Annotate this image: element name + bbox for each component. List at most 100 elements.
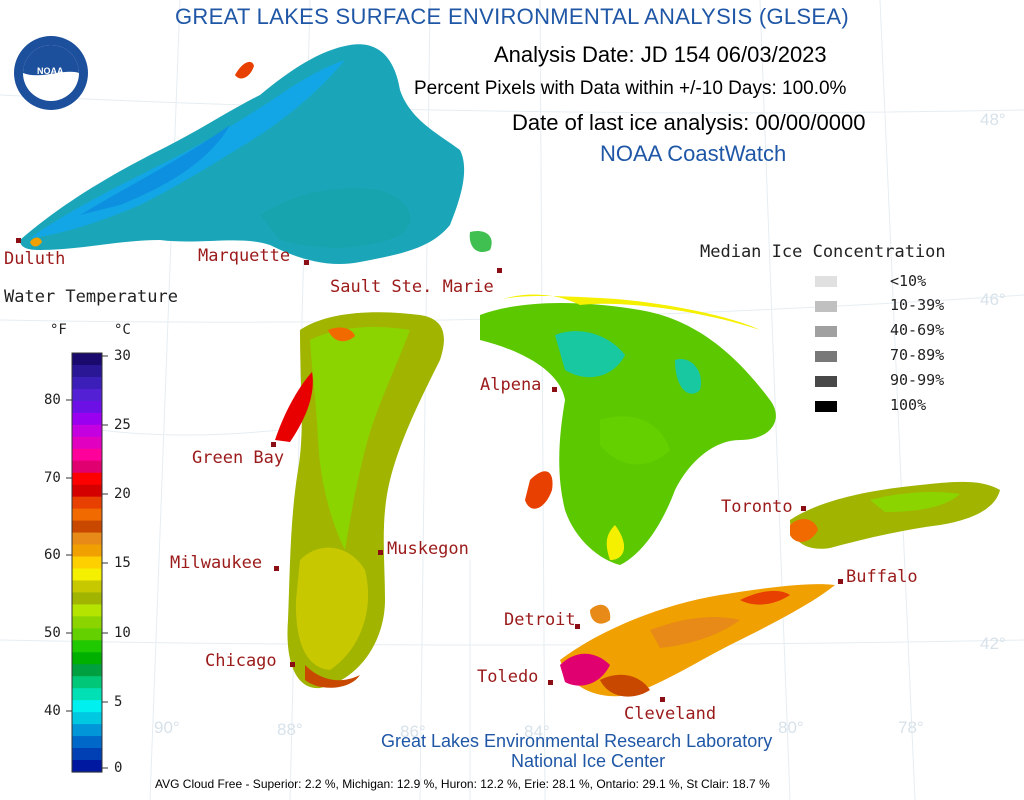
city-label-cleveland: Cleveland xyxy=(624,704,717,724)
temp-bar-segment xyxy=(72,580,102,594)
temp-bar-segment xyxy=(72,664,102,677)
analysis-date: Analysis Date: JD 154 06/03/2023 xyxy=(494,42,827,67)
temp-bar-segment xyxy=(72,412,102,426)
c-tick-10: 10 xyxy=(114,625,131,641)
temp-bar-segment xyxy=(72,520,102,534)
ice-swatch-1 xyxy=(815,301,837,312)
temp-bar-segment xyxy=(72,700,102,713)
c-tick-20: 20 xyxy=(114,486,131,502)
temp-bar-segment xyxy=(72,532,102,546)
cloud-free-stats: AVG Cloud Free - Superior: 2.2 %, Michig… xyxy=(155,777,770,791)
ice-label-0: <10% xyxy=(890,272,927,290)
city-label-muskegon: Muskegon xyxy=(387,539,469,559)
source-label: NOAA CoastWatch xyxy=(600,141,787,166)
noaa-logo-text: NOAA xyxy=(37,66,64,76)
ice-swatch-4 xyxy=(815,376,837,387)
city-label-toledo: Toledo xyxy=(477,667,539,687)
lake-superior xyxy=(20,44,492,265)
lon-86-label: 86° xyxy=(400,722,426,741)
temp-bar-segment xyxy=(72,376,102,390)
f-tick-80: 80 xyxy=(44,392,61,408)
lake-michigan xyxy=(275,312,444,689)
temp-bar-segment xyxy=(72,544,102,558)
ice-swatch-2 xyxy=(815,326,837,337)
noaa-logo xyxy=(14,36,88,110)
city-marker-muskegon xyxy=(378,550,383,555)
temp-bar-segment xyxy=(72,748,102,761)
temp-bar-segment xyxy=(72,388,102,402)
lake-ontario xyxy=(790,481,1000,549)
ice-legend-title: Median Ice Concentration xyxy=(700,242,946,262)
f-tick-40: 40 xyxy=(44,703,61,719)
lat-48-label: 48° xyxy=(980,110,1006,129)
temp-bar-segment xyxy=(72,736,102,749)
ice-label-3: 70-89% xyxy=(890,346,945,364)
ice-label-1: 10-39% xyxy=(890,296,945,314)
ice-label-5: 100% xyxy=(890,396,927,414)
nic-label: National Ice Center xyxy=(511,751,666,771)
c-tick-0: 0 xyxy=(114,760,123,776)
c-tick-30: 30 xyxy=(114,348,131,364)
city-marker-sault-ste-marie xyxy=(497,268,502,273)
city-label-marquette: Marquette xyxy=(198,246,291,266)
temp-bar-segment xyxy=(72,448,102,462)
temp-bar-segment xyxy=(72,592,102,605)
lon-78-label: 78° xyxy=(898,718,924,737)
lon-90-label: 90° xyxy=(154,718,180,737)
lake-erie xyxy=(560,584,835,697)
last-ice-analysis: Date of last ice analysis: 00/00/0000 xyxy=(512,110,866,135)
city-marker-marquette xyxy=(304,260,309,265)
ice-label-4: 90-99% xyxy=(890,371,945,389)
glerl-label: Great Lakes Environmental Research Labor… xyxy=(381,731,773,751)
f-tick-50: 50 xyxy=(44,625,61,641)
percent-pixels: Percent Pixels with Data within +/-10 Da… xyxy=(414,78,847,99)
city-label-duluth: Duluth xyxy=(4,249,66,269)
lat-42-label: 42° xyxy=(980,634,1006,653)
temp-bar-segment xyxy=(72,676,102,689)
temp-bar-segment xyxy=(72,688,102,701)
city-marker-duluth xyxy=(16,238,21,243)
temp-bar-segment xyxy=(72,508,102,522)
temp-bar-segment xyxy=(72,424,102,438)
lon-88-label: 88° xyxy=(277,720,303,739)
f-tick-60: 60 xyxy=(44,547,61,563)
temp-bar-segment xyxy=(72,436,102,450)
city-marker-chicago xyxy=(290,662,295,667)
temp-bar-segment xyxy=(72,472,102,486)
city-marker-detroit xyxy=(575,624,580,629)
city-label-detroit: Detroit xyxy=(504,610,576,630)
temp-bar-segment xyxy=(72,364,102,378)
ice-color-swatches xyxy=(815,276,837,412)
lake-st-clair xyxy=(590,604,611,624)
c-tick-25: 25 xyxy=(114,417,131,433)
c-tick-15: 15 xyxy=(114,555,131,571)
temp-bar-segment xyxy=(72,604,102,617)
temp-bar-segment xyxy=(72,652,102,665)
city-marker-alpena xyxy=(552,387,557,392)
temp-bar-segment xyxy=(72,484,102,498)
lake-huron xyxy=(480,294,776,565)
ice-swatch-3 xyxy=(815,351,837,362)
city-label-chicago: Chicago xyxy=(205,651,277,671)
f-tick-70: 70 xyxy=(44,470,61,486)
city-marker-toledo xyxy=(548,680,553,685)
city-label-milwaukee: Milwaukee xyxy=(170,553,263,573)
temp-bar-segment xyxy=(72,712,102,725)
unit-fahrenheit: °F xyxy=(50,322,67,338)
city-label-alpena: Alpena xyxy=(480,375,542,395)
city-marker-cleveland xyxy=(660,697,665,702)
ice-swatch-0 xyxy=(815,276,837,287)
city-label-green-bay: Green Bay xyxy=(192,448,285,468)
city-label-toronto: Toronto xyxy=(721,497,793,517)
city-label-sault-ste-marie: Sault Ste. Marie xyxy=(330,277,494,297)
water-temp-title: Water Temperature xyxy=(4,287,178,307)
city-marker-toronto xyxy=(801,506,806,511)
temperature-color-bar xyxy=(66,352,108,773)
temp-bar-segment xyxy=(72,724,102,737)
lon-80-label: 80° xyxy=(778,718,804,737)
lon-84-label: 84° xyxy=(524,722,550,741)
unit-celsius: °C xyxy=(114,322,131,338)
temp-bar-segment xyxy=(72,400,102,414)
city-label-buffalo: Buffalo xyxy=(846,567,918,587)
